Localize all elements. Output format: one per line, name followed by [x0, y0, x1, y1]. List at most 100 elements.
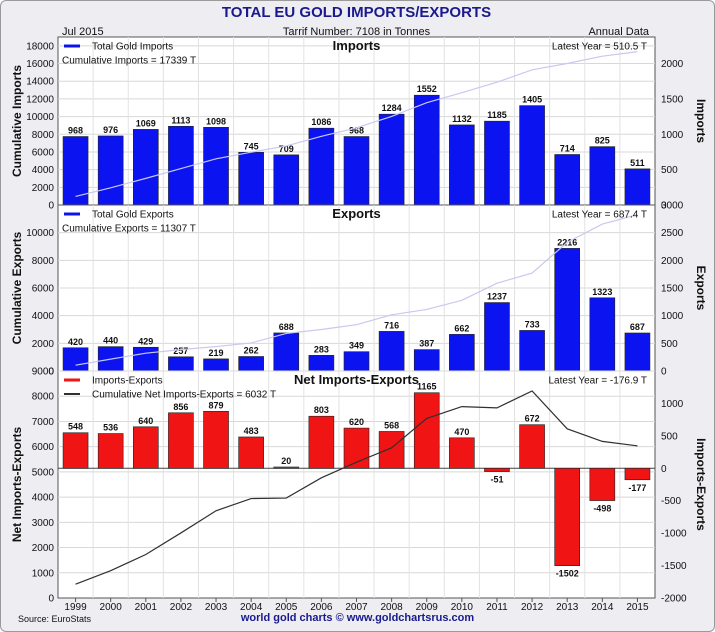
x-tick-label: 2004: [240, 602, 263, 613]
left-tick-label: 6000: [32, 284, 55, 295]
chart-title: TOTAL EU GOLD IMPORTS/EXPORTS: [221, 4, 492, 21]
left-tick-label: 4000: [32, 493, 55, 504]
latest-year-label: Latest Year = -176.9 T: [548, 376, 647, 387]
x-tick-label: 2003: [205, 602, 228, 613]
left-tick-label: 9000: [32, 367, 55, 378]
right-axis-title: Imports: [694, 99, 708, 143]
bar-value-label: 672: [525, 414, 540, 424]
tariff-label: Tarrif Number: 7108 in Tonnes: [282, 26, 431, 38]
left-tick-label: 0: [48, 367, 54, 378]
bar: [413, 94, 440, 206]
right-tick-label: 1500: [661, 284, 684, 295]
left-tick-label: 0: [48, 201, 54, 212]
bar-value-label: 620: [349, 417, 364, 427]
bar-value-label: 803: [314, 405, 329, 415]
bar-value-label: 856: [173, 402, 188, 412]
bar: [589, 297, 616, 372]
x-tick-label: 1999: [64, 602, 87, 613]
bar: [624, 168, 651, 206]
x-tick-label: 2008: [380, 602, 403, 613]
bar-value-label: 1284: [382, 103, 402, 113]
bar: [203, 410, 229, 469]
bar: [132, 346, 159, 372]
right-axis-title: Imports-Exports: [694, 438, 708, 531]
right-tick-label: 0: [661, 367, 667, 378]
bar: [273, 466, 300, 469]
bar-value-label: 662: [454, 323, 469, 333]
left-tick-label: 18000: [26, 41, 54, 52]
bar-value-label: 349: [349, 341, 364, 351]
right-tick-label: -1500: [661, 561, 687, 572]
bar: [343, 351, 370, 372]
left-tick-label: 4000: [32, 165, 55, 176]
left-tick-label: 6000: [32, 147, 55, 158]
x-tick-label: 2014: [591, 602, 614, 613]
bar-value-label: 688: [279, 322, 294, 332]
left-tick-label: 3000: [32, 518, 55, 529]
left-tick-label: 7000: [32, 417, 55, 428]
bar-value-label: 709: [279, 144, 294, 154]
x-tick-label: 2005: [275, 602, 298, 613]
legend-label: Cumulative Exports = 11307 T: [62, 224, 196, 235]
right-tick-label: -500: [661, 496, 681, 507]
left-tick-label: 0: [48, 594, 54, 605]
bar-value-label: 387: [419, 339, 434, 349]
left-tick-label: 10000: [26, 112, 54, 123]
bar: [203, 358, 229, 372]
bar: [273, 154, 300, 206]
bar: [343, 136, 370, 206]
bar: [484, 120, 510, 206]
bar: [378, 431, 405, 469]
left-axis-title: Cumulative Imports: [10, 65, 24, 177]
bar: [554, 154, 581, 206]
bar-value-label: 1552: [417, 84, 437, 94]
x-tick-label: 2012: [521, 602, 544, 613]
legend-label: Imports-Exports: [92, 376, 163, 387]
bar: [449, 124, 475, 206]
bar: [97, 433, 124, 469]
right-tick-label: 2000: [661, 59, 684, 70]
bar: [238, 356, 264, 372]
bar: [449, 334, 475, 372]
bar-value-label: 976: [103, 125, 118, 135]
bar: [519, 330, 545, 372]
bar: [238, 152, 264, 206]
bar-value-label: 262: [244, 346, 259, 356]
right-tick-label: -2000: [661, 594, 687, 605]
bar-value-label: 219: [209, 348, 224, 358]
bar-value-label: -498: [593, 504, 611, 514]
bar-value-label: 420: [68, 337, 83, 347]
legend-label: Cumulative Net Imports-Exports = 6032 T: [92, 390, 276, 401]
bar: [238, 436, 264, 469]
left-axis-title: Net Imports-Exports: [10, 427, 24, 543]
bar-value-label: 1323: [592, 287, 612, 297]
cumulative-line: [75, 214, 638, 366]
bar-value-label: -51: [490, 475, 503, 485]
left-tick-label: 2000: [32, 339, 55, 350]
bar: [97, 135, 124, 206]
bar-value-label: 968: [68, 126, 83, 136]
bar-value-label: 733: [525, 319, 540, 329]
right-tick-label: 500: [661, 431, 678, 442]
latest-year-label: Latest Year = 510.5 T: [552, 42, 647, 53]
left-tick-label: 12000: [26, 94, 54, 105]
right-tick-label: 0: [661, 201, 667, 212]
left-tick-label: 2000: [32, 543, 55, 554]
cumulative-line: [75, 390, 638, 585]
bar-value-label: 1132: [452, 114, 472, 124]
bar: [62, 347, 89, 372]
panel-title: Net Imports-Exports: [294, 372, 419, 387]
bar-value-label: -1502: [556, 569, 579, 579]
bar: [554, 467, 581, 567]
right-tick-label: 500: [661, 339, 678, 350]
right-tick-label: 2500: [661, 228, 684, 239]
bar-value-label: 283: [314, 344, 329, 354]
bar: [273, 332, 300, 372]
left-tick-label: 5000: [32, 467, 55, 478]
legend-label: Cumulative Imports = 17339 T: [62, 56, 196, 67]
right-tick-label: 1000: [661, 311, 684, 322]
legend-label: Total Gold Imports: [92, 42, 173, 53]
right-axis-title: Exports: [694, 266, 708, 311]
x-tick-label: 2006: [310, 602, 333, 613]
